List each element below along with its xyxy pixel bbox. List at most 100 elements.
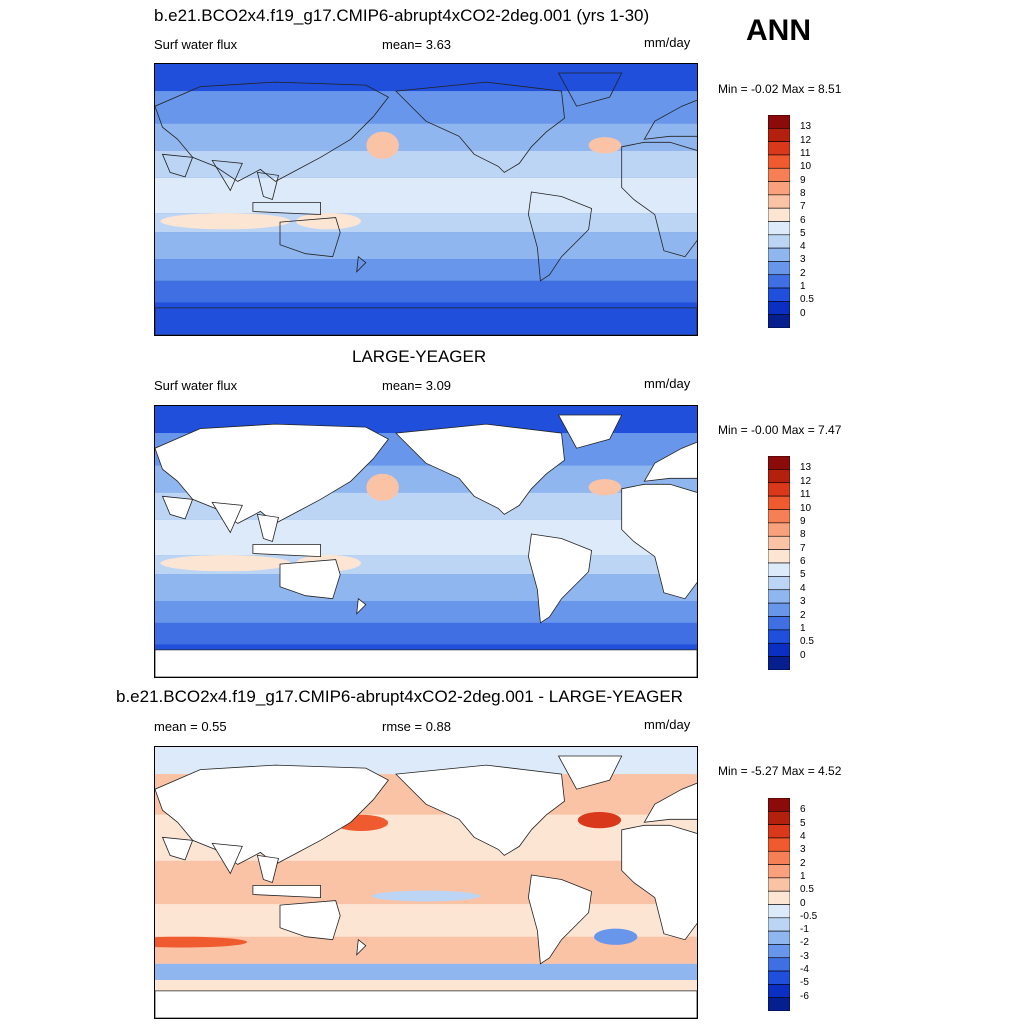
colorbar-swatch <box>768 656 790 670</box>
coastline-namerica <box>395 81 565 173</box>
colorbar-swatch <box>768 509 790 524</box>
colorbar-swatch <box>768 469 790 484</box>
coastline-namerica <box>395 423 565 515</box>
coastline-europe <box>643 99 697 140</box>
colorbar-tick-label: -3 <box>800 950 809 962</box>
field-patch <box>366 131 399 159</box>
colorbar-swatch <box>768 141 790 156</box>
colorbar-swatch <box>768 984 790 998</box>
coastline-nz <box>356 938 367 956</box>
colorbar-swatch <box>768 850 790 865</box>
colorbar-swatch <box>768 576 790 591</box>
colorbar-swatch <box>768 602 790 617</box>
colorbar-tick-label: 7 <box>800 542 806 554</box>
colorbar-tick-label: 11 <box>800 147 811 159</box>
colorbar-swatch <box>768 301 790 315</box>
coastline-asia <box>155 764 390 865</box>
coastline-nz <box>356 255 367 273</box>
colorbar-tick-label: 6 <box>800 214 806 226</box>
colorbar-swatch <box>768 194 790 209</box>
coastline-antarctica <box>155 990 697 1018</box>
colorbar-swatch <box>768 221 790 236</box>
colorbar-swatch <box>768 274 790 289</box>
colorbar-swatch <box>768 970 790 985</box>
colorbar-tick-label: 0 <box>800 649 806 661</box>
colorbar-tick-label: 13 <box>800 462 812 474</box>
colorbar-tick-label: 0.5 <box>800 294 814 306</box>
field-band <box>155 963 697 981</box>
panel-1-map <box>154 63 698 336</box>
coastline-india <box>211 501 243 534</box>
colorbar-swatch <box>768 917 790 932</box>
colorbar-swatch <box>768 930 790 945</box>
colorbar-swatch <box>768 811 790 825</box>
colorbar-tick-label: -2 <box>800 937 809 949</box>
colorbar-tick-label: 12 <box>800 475 812 487</box>
colorbar-tick-label: 1 <box>800 281 806 293</box>
colorbar-swatch <box>768 314 790 328</box>
colorbar-swatch <box>768 864 790 879</box>
colorbar-swatch <box>768 837 790 852</box>
coastline-seasia <box>256 854 279 884</box>
colorbar-tick-label: 0.5 <box>800 884 814 896</box>
colorbar-tick-label: 5 <box>800 569 806 581</box>
field-patch <box>588 137 622 154</box>
panel-2-map <box>154 405 698 678</box>
field-patch <box>577 812 622 829</box>
colorbar-tick-label: 0.5 <box>800 636 814 648</box>
field-patch <box>295 213 361 230</box>
field-band <box>155 259 697 281</box>
colorbar-swatch <box>768 115 790 129</box>
colorbar-tick-label: 4 <box>800 582 806 594</box>
colorbar-tick-label: 10 <box>800 161 812 173</box>
coastline-namerica <box>395 764 565 856</box>
field-band <box>155 64 697 92</box>
field-patch <box>160 555 291 572</box>
field-patch <box>366 473 399 501</box>
colorbar-swatch <box>768 944 790 959</box>
coastline-greenland <box>557 755 623 790</box>
coastline-australia <box>279 559 341 600</box>
colorbar-tick-label: 9 <box>800 515 806 527</box>
panel-1-colorbar <box>768 115 790 328</box>
colorbar-swatch <box>768 287 790 302</box>
coastline-australia <box>279 217 341 258</box>
coastline-greenland <box>557 414 623 449</box>
panel-1-minmax: Min = -0.02 Max = 8.51 <box>718 82 842 96</box>
colorbar-tick-label: 6 <box>800 556 806 567</box>
colorbar-swatch <box>768 997 790 1011</box>
coastline-samerica <box>527 191 593 282</box>
coastline-africa <box>621 141 697 258</box>
colorbar-swatch <box>768 154 790 169</box>
coastline-india <box>211 842 243 875</box>
colorbar-tick-label: 4 <box>800 830 806 842</box>
colorbar-tick-label: 3 <box>800 254 806 266</box>
colorbar-tick-label: -6 <box>800 990 809 1002</box>
colorbar-tick-label: 1 <box>800 870 806 882</box>
colorbar-tick-label: 5 <box>800 817 806 829</box>
colorbar-swatch <box>768 562 790 577</box>
colorbar-tick-label: -4 <box>800 964 809 976</box>
colorbar-tick-label: 0 <box>800 897 806 909</box>
panel-2-units: mm/day <box>644 376 691 391</box>
colorbar-swatch <box>768 128 790 142</box>
colorbar-swatch <box>768 549 790 564</box>
colorbar-swatch <box>768 535 790 550</box>
panel-2-variable-label: Surf water flux <box>154 378 238 393</box>
colorbar-swatch <box>768 522 790 537</box>
colorbar-tick-label: -0.5 <box>800 910 818 922</box>
panel-3-minmax: Min = -5.27 Max = 4.52 <box>718 764 842 778</box>
coastline-asia <box>155 81 390 182</box>
colorbar-swatch <box>768 181 790 196</box>
coastline-nz <box>356 597 367 615</box>
coastline-antarctica <box>155 307 697 335</box>
coastline-indonesia <box>252 885 321 899</box>
colorbar-tick-label: 3 <box>800 596 806 608</box>
colorbar-tick-label: 13 <box>800 121 812 133</box>
field-patch <box>588 479 622 496</box>
panel-2-minmax: Min = -0.00 Max = 7.47 <box>718 423 842 437</box>
field-band <box>155 213 697 233</box>
field-patch <box>155 936 248 948</box>
coastline-samerica <box>527 533 593 624</box>
field-patch <box>160 213 291 230</box>
